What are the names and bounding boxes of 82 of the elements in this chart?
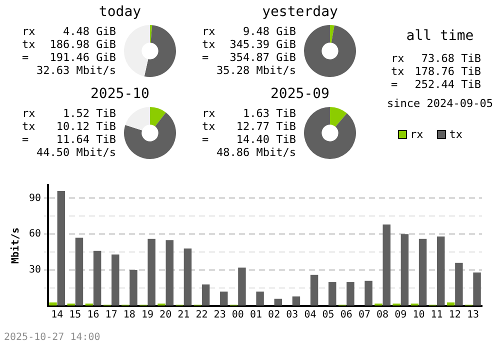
text: rx 1.63 TiB (202, 107, 296, 120)
bar (292, 296, 300, 306)
text: rx 1.52 TiB (22, 107, 116, 120)
chart-title: 2025-10 (89, 86, 150, 102)
text: = 191.46 GiB (22, 51, 116, 64)
x-tick-label: 20 (160, 310, 172, 321)
bar (202, 284, 210, 306)
y-tick-label: 30 (28, 264, 42, 276)
x-tick-label: 02 (268, 310, 280, 321)
text: rx 73.68 TiB (391, 52, 481, 65)
text: = 354.87 GiB (202, 51, 296, 64)
bar (382, 224, 390, 306)
x-tick-label: 07 (358, 310, 370, 321)
x-tick-label: 03 (286, 310, 298, 321)
bar (418, 238, 427, 306)
y-axis-title: Mbit/s (10, 227, 22, 264)
x-tick-label: 00 (232, 310, 244, 321)
text: tx 345.39 GiB (202, 38, 296, 51)
x-tick-label: 09 (394, 310, 407, 321)
x-tick-label: 06 (340, 310, 352, 321)
x-tick-label: 18 (123, 310, 136, 321)
text: 2025-10-27 14:00 (4, 332, 100, 343)
bar (112, 254, 120, 306)
bar (93, 250, 102, 306)
text: tx 12.77 TiB (202, 120, 296, 133)
text: rx 9.48 GiB (202, 25, 296, 38)
chart-title: yesterday (261, 4, 339, 20)
text: 44.50 Mbit/s (36, 146, 116, 159)
text: = 14.40 TiB (202, 133, 296, 146)
bar (400, 234, 409, 306)
x-tick-label: 19 (141, 310, 154, 321)
bar (328, 282, 336, 306)
text: 48.86 Mbit/s (216, 146, 296, 159)
bar (364, 280, 372, 306)
text: = 252.44 TiB (391, 78, 481, 91)
y-tick-label: 60 (28, 228, 42, 240)
bar (238, 268, 246, 306)
x-tick-label: 01 (250, 310, 262, 321)
x-tick-label: 16 (87, 310, 100, 321)
x-tick-label: 14 (51, 310, 64, 321)
text: 32.63 Mbit/s (36, 64, 116, 77)
y-tick-label: 90 (28, 192, 42, 204)
chart-title: today (98, 4, 142, 20)
bar (310, 274, 318, 306)
x-tick-label: 15 (69, 310, 82, 321)
text: rx 4.48 GiB (22, 25, 116, 38)
text: tx 10.12 TiB (22, 120, 116, 133)
x-tick-label: 22 (196, 310, 208, 321)
x-tick-label: 17 (105, 310, 118, 321)
bar (184, 248, 192, 306)
bar (446, 302, 455, 306)
text: tx 178.76 TiB (391, 65, 481, 78)
bar (57, 190, 66, 306)
bar (473, 272, 481, 306)
x-tick-label: 08 (376, 310, 389, 321)
bar (49, 302, 57, 306)
x-tick-label: 05 (322, 310, 334, 321)
x-tick-label: 13 (466, 310, 479, 321)
text: all time (405, 28, 475, 44)
legend-label: rx (409, 128, 424, 141)
x-tick-label: 21 (178, 310, 190, 321)
x-tick-label: 04 (304, 310, 316, 321)
text: 35.28 Mbit/s (216, 64, 296, 77)
text: since 2024-09-05 (386, 97, 494, 110)
bar (148, 238, 156, 306)
bar (166, 240, 174, 306)
x-tick-label: 11 (430, 310, 443, 321)
bar (455, 262, 463, 306)
bar (256, 292, 264, 306)
bar (75, 238, 84, 306)
bar (437, 236, 445, 306)
x-tick-label: 12 (448, 310, 461, 321)
bar (346, 282, 354, 306)
x-tick-label: 10 (412, 310, 425, 321)
text: tx 186.98 GiB (22, 38, 116, 51)
legend-label: tx (448, 128, 462, 141)
bar (274, 298, 282, 306)
text: = 11.64 TiB (22, 133, 116, 146)
x-tick-label: 23 (214, 310, 226, 321)
bar (220, 292, 228, 306)
chart-title: 2025-09 (269, 86, 330, 102)
bar (130, 270, 138, 306)
